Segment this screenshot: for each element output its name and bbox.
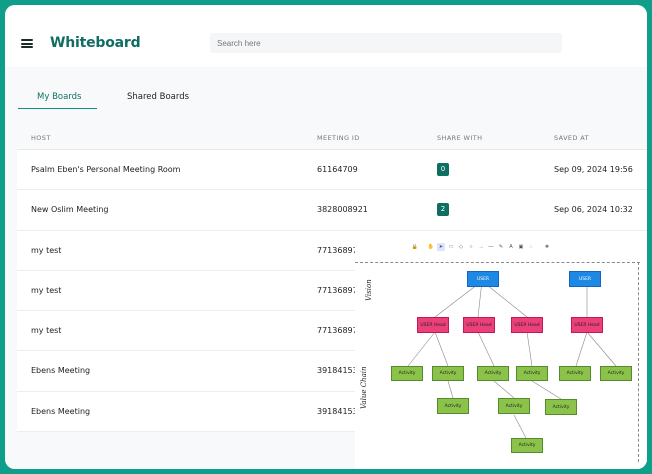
row-saved-at: Sep 09, 2024 19:56 <box>554 165 633 174</box>
row-host: Psalm Eben's Personal Meeting Room <box>31 165 181 174</box>
lock-icon[interactable]: 🔒 <box>411 244 419 250</box>
row-saved-at: Sep 06, 2024 10:32 <box>554 205 633 215</box>
row-meeting-id: 391841539 <box>317 406 363 416</box>
app-title: Whiteboard <box>50 35 141 51</box>
rectangle-icon[interactable]: □ <box>449 244 453 250</box>
diagram-node-user[interactable]: USER <box>569 271 601 287</box>
share-count-badge: 2 <box>437 203 449 217</box>
pointer-icon[interactable]: ➤ <box>437 243 445 251</box>
diagram-node-user-head[interactable]: USER Head <box>571 317 603 333</box>
table-row[interactable]: Psalm Eben's Personal Meeting Room 611647… <box>17 150 647 191</box>
row-host: New Oslim Meeting <box>31 205 109 215</box>
tab-my-boards[interactable]: My Boards <box>18 79 97 109</box>
table-header: HOST MEETING ID SHARE WITH SAVED AT <box>17 125 647 150</box>
canvas-border-top <box>355 262 640 263</box>
diamond-icon[interactable]: ◇ <box>459 244 463 250</box>
diagram-node-activity[interactable]: Activity <box>432 366 464 381</box>
share-count-badge: 0 <box>437 163 449 176</box>
diagram-node-user[interactable]: USER <box>467 271 499 287</box>
diagram-node-user-head[interactable]: USER Head <box>511 317 543 333</box>
row-host: my test <box>31 245 62 255</box>
text-icon[interactable]: A <box>509 244 513 250</box>
header-share-with: SHARE WITH <box>437 134 483 142</box>
diagram-node-activity[interactable]: Activity <box>559 366 591 381</box>
diagram-node-activity[interactable]: Activity <box>516 366 548 381</box>
tab-shared-boards[interactable]: Shared Boards <box>127 92 190 102</box>
pencil-icon[interactable]: ✎ <box>498 244 504 250</box>
whiteboard-preview[interactable] <box>355 237 647 469</box>
diagram-node-activity[interactable]: Activity <box>545 399 577 415</box>
whiteboard-toolbar: 🔒 ✋ ➤ □ ◇ ○ → — ✎ A ▣ ◌ ❖ <box>405 241 567 253</box>
row-meeting-id: 771368971 <box>317 245 363 255</box>
image-icon[interactable]: ▣ <box>518 244 524 250</box>
row-meeting-id: 61164709 <box>317 165 358 174</box>
arrow-icon[interactable]: → <box>478 244 484 250</box>
row-meeting-id: 771368971 <box>317 326 363 336</box>
vision-label: Vision <box>365 279 373 301</box>
app-window: Whiteboard My Boards Shared Boards HOST … <box>5 5 647 469</box>
canvas-border-right <box>638 262 639 462</box>
diagram-node-activity[interactable]: Activity <box>511 438 543 453</box>
row-meeting-id: 771368971 <box>317 285 363 295</box>
diagram-node-user-head[interactable]: USER Head <box>417 317 449 333</box>
row-host: Ebens Meeting <box>31 406 91 416</box>
diagram-node-activity[interactable]: Activity <box>477 366 509 381</box>
row-share-with: 2 <box>437 203 449 217</box>
row-share-with: 0 <box>437 163 449 176</box>
line-icon[interactable]: — <box>488 244 494 250</box>
row-host: my test <box>31 285 62 295</box>
circle-icon[interactable]: ○ <box>469 244 473 250</box>
hand-icon[interactable]: ✋ <box>427 244 435 250</box>
diagram-node-activity[interactable]: Activity <box>498 398 530 414</box>
eraser-icon[interactable]: ◌ <box>529 244 533 250</box>
header-saved-at: SAVED AT <box>554 134 590 142</box>
library-icon[interactable]: ❖ <box>544 244 550 250</box>
table-row[interactable]: New Oslim Meeting 3828008921 2 Sep 06, 2024… <box>17 190 647 231</box>
row-meeting-id: 391841539 <box>317 366 363 376</box>
menu-icon[interactable] <box>21 39 33 48</box>
diagram-node-activity[interactable]: Activity <box>391 366 423 381</box>
diagram-node-activity[interactable]: Activity <box>437 398 469 414</box>
row-host: my test <box>31 326 62 336</box>
row-host: Ebens Meeting <box>31 366 91 376</box>
search-input[interactable] <box>210 33 562 53</box>
header-meeting-id: MEETING ID <box>317 134 360 142</box>
header-host: HOST <box>31 134 51 142</box>
diagram-node-user-head[interactable]: USER Head <box>463 317 495 333</box>
value-chain-label: Value Chain <box>360 366 368 410</box>
diagram-node-activity[interactable]: Activity <box>600 366 632 381</box>
row-meeting-id: 3828008921 <box>317 205 368 215</box>
top-bar: Whiteboard <box>5 5 647 67</box>
